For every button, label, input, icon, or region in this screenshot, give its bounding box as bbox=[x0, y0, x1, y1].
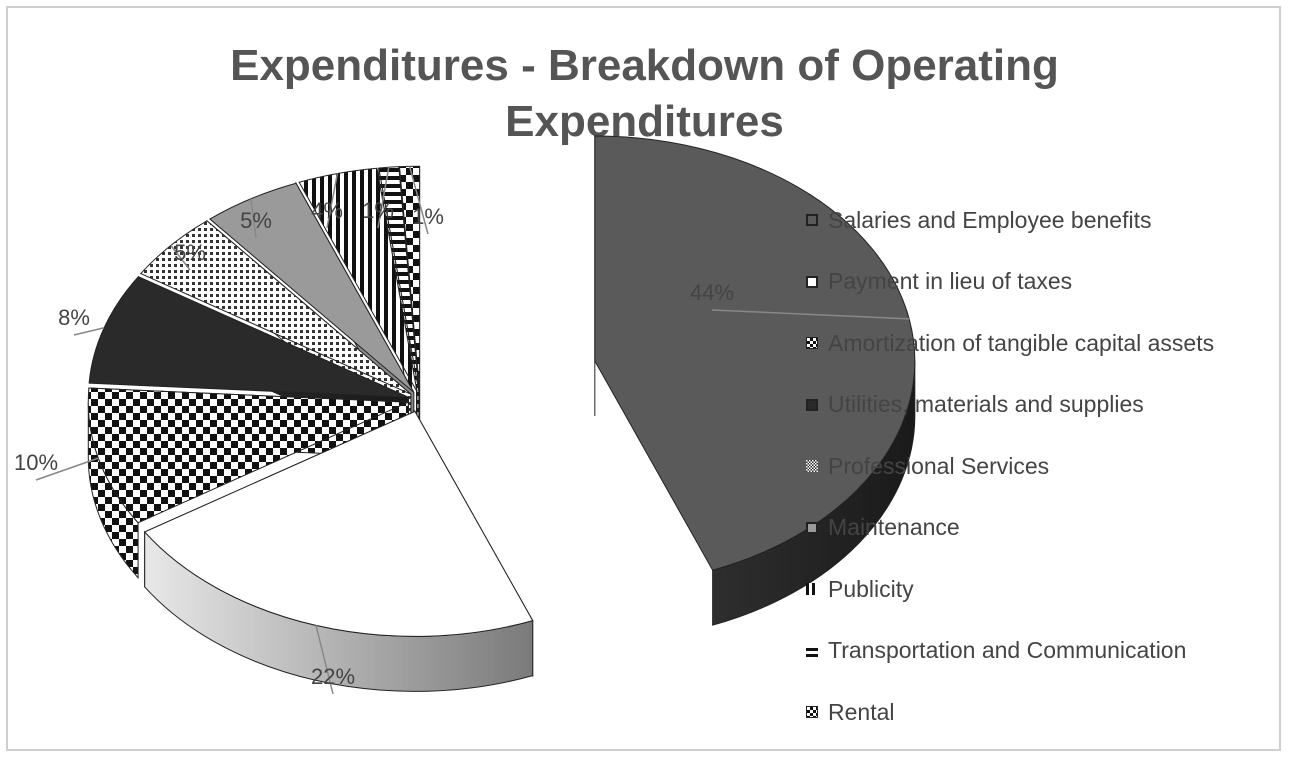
legend-swatch bbox=[806, 583, 818, 595]
pie-slice-utilities-materials-and-supplies bbox=[88, 276, 409, 398]
data-label-professional-services: 5% bbox=[174, 240, 206, 265]
chart-title-line-2: Expenditures bbox=[505, 97, 784, 146]
leader-line-professional-services bbox=[170, 244, 191, 271]
pie-leaders bbox=[35, 166, 910, 695]
legend-swatch bbox=[806, 706, 818, 718]
pie-slice-transportation-and-communication bbox=[378, 166, 420, 392]
legend-swatch bbox=[806, 214, 818, 226]
legend-item-transportation-and-communication: Transportation and Communication bbox=[806, 631, 1186, 671]
legend-swatch bbox=[806, 337, 818, 349]
data-label-amortization-of-tangible-capital-assets: 10% bbox=[14, 450, 58, 475]
legend-label: Professional Services bbox=[828, 452, 1050, 479]
legend-label: Salaries and Employee benefits bbox=[828, 206, 1152, 233]
leader-line-salaries-and-employee-benefits bbox=[711, 309, 910, 320]
data-label-publicity: 4% bbox=[311, 198, 343, 223]
data-label-salaries-and-employee-benefits: 44% bbox=[690, 280, 734, 305]
pie-slice-rental bbox=[398, 165, 421, 392]
data-label-utilities-materials-and-supplies: 8% bbox=[58, 305, 90, 330]
leader-line-payment-in-lieu-of-taxes bbox=[315, 625, 334, 695]
leader-line-rental bbox=[408, 166, 429, 235]
chart-title: Expenditures - Breakdown of Operating Ex… bbox=[0, 38, 1289, 150]
leader-line-transportation-and-communication bbox=[377, 167, 390, 229]
legend-item-rental: Rental bbox=[806, 692, 894, 732]
legend-swatch bbox=[806, 521, 818, 534]
legend-item-salaries-and-employee-benefits: Salaries and Employee benefits bbox=[806, 200, 1151, 240]
pie-tops bbox=[87, 135, 916, 637]
legend-label: Rental bbox=[828, 698, 895, 725]
legend-swatch bbox=[806, 644, 818, 657]
legend-item-amortization-of-tangible-capital-assets: Amortization of tangible capital assets bbox=[806, 323, 1214, 363]
legend-item-maintenance: Maintenance bbox=[806, 508, 960, 548]
data-label-payment-in-lieu-of-taxes: 22% bbox=[311, 664, 355, 689]
legend-label: Amortization of tangible capital assets bbox=[828, 329, 1215, 356]
legend-label: Payment in lieu of taxes bbox=[828, 268, 1073, 294]
legend-item-utilities-materials-and-supplies: Utilities, materials and supplies bbox=[806, 385, 1144, 425]
data-label-rental: 1% bbox=[412, 204, 444, 229]
legend-label: Transportation and Communication bbox=[828, 637, 1187, 663]
leader-line-publicity bbox=[326, 173, 339, 229]
legend-item-publicity: Publicity bbox=[806, 569, 914, 609]
data-label-transportation-and-communication: 1% bbox=[362, 198, 394, 223]
leader-line-utilities-materials-and-supplies bbox=[73, 327, 105, 336]
leader-line-amortization-of-tangible-capital-assets bbox=[35, 457, 99, 481]
pie-slice-payment-in-lieu-of-taxes bbox=[143, 410, 534, 637]
leader-line-maintenance bbox=[250, 198, 257, 239]
legend-swatch bbox=[806, 275, 818, 288]
legend-swatch bbox=[806, 398, 818, 411]
pie-labels: 44% 22% 10% 8% 5% 5% 4% 1% 1% bbox=[14, 198, 734, 689]
legend-item-professional-services: Professional Services bbox=[806, 446, 1049, 486]
legend-label: Maintenance bbox=[828, 514, 960, 540]
legend-item-payment-in-lieu-of-taxes: Payment in lieu of taxes bbox=[806, 262, 1072, 302]
legend-swatch bbox=[806, 460, 818, 472]
legend-label: Utilities, materials and supplies bbox=[828, 391, 1144, 417]
legend-label: Publicity bbox=[828, 575, 914, 602]
data-label-maintenance: 5% bbox=[240, 208, 272, 233]
chart-title-line-1: Expenditures - Breakdown of Operating bbox=[230, 41, 1059, 90]
